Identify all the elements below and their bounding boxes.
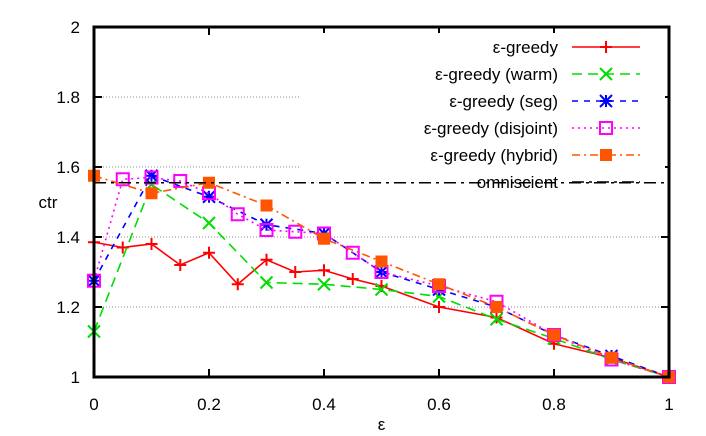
plot-border (92, 25, 671, 379)
data-point (202, 190, 216, 204)
legend-label: ε-greedy (493, 38, 559, 57)
data-point (231, 278, 244, 291)
data-point (259, 275, 274, 290)
data-point (605, 351, 618, 364)
legend-label: ε-greedy (disjoint) (424, 119, 558, 138)
x-axis-label: ε (378, 415, 386, 434)
y-axis-label: ctr (39, 193, 58, 212)
data-point (346, 273, 359, 285)
legend-marker (599, 67, 613, 81)
data-point (318, 264, 330, 277)
legend-background (300, 33, 665, 195)
data-point (548, 329, 560, 341)
x-tick-label: 0.6 (427, 395, 451, 414)
data-point (374, 265, 389, 279)
data-point (202, 216, 216, 230)
data-point (259, 223, 274, 237)
data-point (116, 241, 129, 254)
data-point (144, 169, 159, 183)
x-tick-label: 1 (664, 395, 673, 414)
data-point (145, 238, 158, 250)
y-tick-label: 1.6 (56, 158, 80, 177)
data-point (288, 224, 303, 239)
x-tick-label: 0.2 (197, 395, 221, 414)
y-tick-label: 1.4 (56, 228, 80, 247)
y-tick-label: 1.8 (56, 88, 80, 107)
data-point (230, 207, 245, 222)
legend-label: ε-greedy (hybrid) (430, 146, 558, 165)
data-point (289, 266, 302, 278)
data-point (433, 301, 445, 313)
data-point (260, 253, 273, 266)
data-point (433, 278, 445, 291)
data-point (374, 282, 389, 297)
x-tick-label: 0 (89, 395, 98, 414)
y-tick-label: 1 (71, 368, 80, 387)
y-tick-label: 1.2 (56, 298, 80, 317)
x-tick-label: 0.4 (312, 395, 336, 414)
data-point (203, 246, 215, 259)
data-point (173, 174, 188, 188)
legend-label: omniscient (477, 173, 559, 192)
data-point (318, 232, 330, 245)
x-tick-label: 0.8 (542, 395, 566, 414)
series-line-3 (93, 176, 670, 378)
legend-label: ε-greedy (seg) (449, 92, 558, 111)
y-tick-label: 2 (71, 18, 80, 37)
data-point (260, 199, 273, 212)
legend-marker (600, 41, 612, 53)
data-point (375, 255, 388, 268)
legend-label: ε-greedy (warm) (435, 65, 558, 84)
legend-marker (599, 94, 613, 108)
legend-marker (599, 121, 613, 135)
data-point (489, 312, 504, 326)
data-point (174, 259, 187, 271)
data-point (490, 311, 503, 324)
data-point (317, 277, 331, 291)
data-point (490, 301, 503, 313)
series-line-0 (93, 241, 670, 378)
data-point (203, 176, 215, 189)
data-point (345, 245, 360, 260)
legend-marker (600, 149, 612, 161)
data-point (145, 187, 158, 200)
